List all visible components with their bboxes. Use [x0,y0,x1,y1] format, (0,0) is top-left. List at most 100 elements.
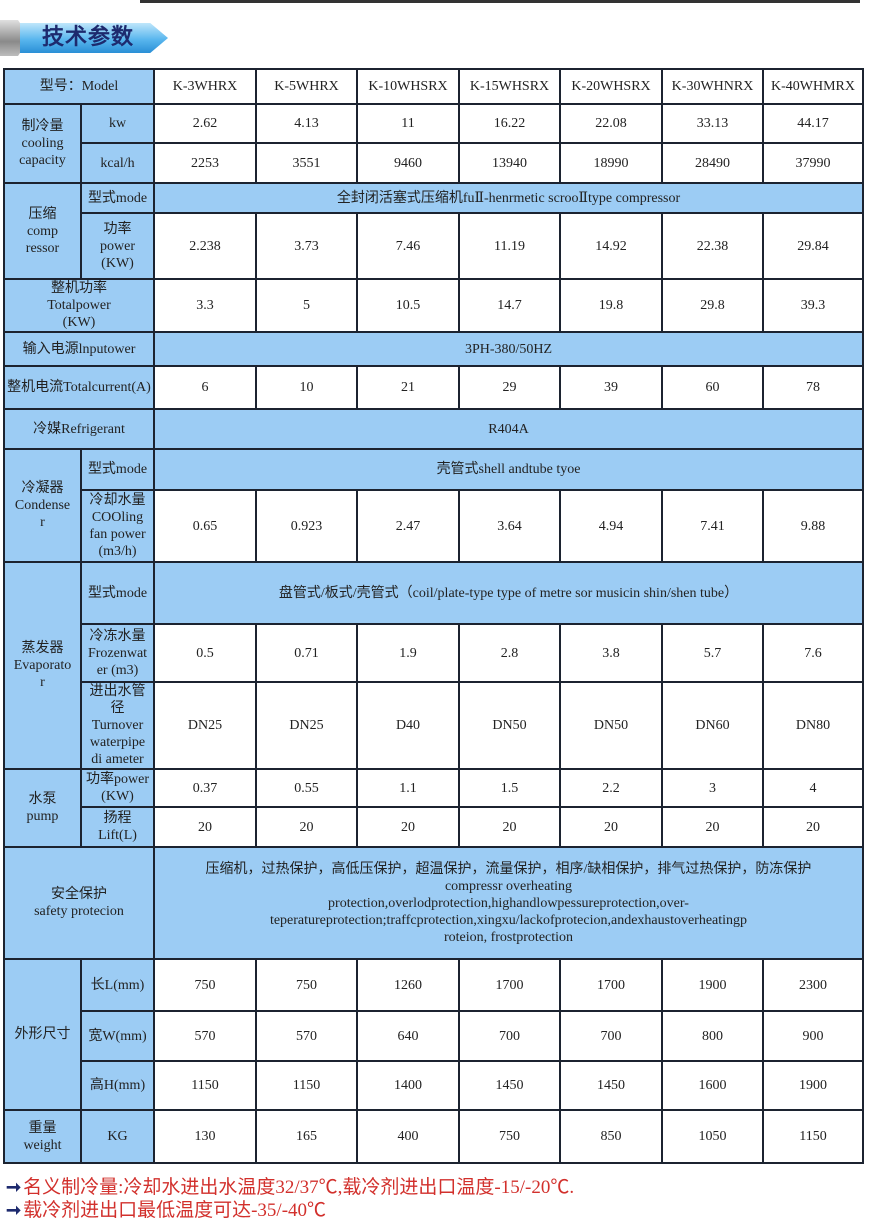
cell-value: 1900 [661,958,764,1012]
span-value: 3PH-380/50HZ [153,331,864,367]
cell-value: 5.7 [661,623,764,683]
row-group-label: 冷凝器 Condense r [3,448,82,563]
cell-value: 10.5 [356,278,460,333]
row-group-label: 外形尺寸 [3,958,82,1111]
cell-value: DN25 [255,681,358,770]
cell-value: 7.6 [762,623,864,683]
cell-value: 1.5 [458,768,561,808]
cell-value: 1400 [356,1060,460,1111]
cell-value: 28490 [661,142,764,184]
cell-value: 0.5 [153,623,257,683]
cell-value: 570 [153,1010,257,1062]
model-name: K-40WHMRX [762,68,864,105]
cell-value: 4 [762,768,864,808]
model-name: K-15WHSRX [458,68,561,105]
note-text: 载冷剂进出口最低温度可达-35/-40℃ [23,1200,327,1221]
cell-value: 1150 [762,1109,864,1164]
model-row: 型号：Model K-3WHRX K-5WHRX K-10WHSRX K-15WHSRX… [3,68,864,105]
cell-value: 850 [559,1109,663,1164]
cell-value: 7.46 [356,212,460,280]
table-row: kcal/h 2253 3551 9460 13940 18990 28490 37990 [4,142,864,184]
table-row: 冷却水量 COOling fan power (m3/h) 0.65 0.923 2.… [4,489,864,563]
row-group-label: 水泵 pump [3,768,82,848]
cell-value: 1260 [356,958,460,1012]
cell-value: 5 [255,278,358,333]
cell-value: 11.19 [458,212,561,280]
spec-table: 型号：Model K-3WHRX K-5WHRX K-10WHSRX K-15WHSRX… [3,68,864,1164]
cell-value: 130 [153,1109,257,1164]
row-group-label: 输入电源lnputower [3,331,155,367]
cell-value: 44.17 [762,103,864,144]
cell-value: 0.55 [255,768,358,808]
span-value: 全封闭活塞式压缩机fuⅡ-henrmetic scrooⅡtype compre… [153,182,864,214]
cell-value: 21 [356,365,460,410]
cell-value: 16.22 [458,103,561,144]
table-row: 安全保护 safety protecion 压缩机，过热保护，高低压保护，超温保护… [3,846,864,960]
table-row: 功率 power (KW) 2.238 3.73 7.46 11.19 14.92 22.3… [4,212,864,280]
row-group-label: 整机电流Totalcurrent(A) [3,365,155,410]
cell-value: 900 [762,1010,864,1062]
cell-value: 22.08 [559,103,663,144]
cell-value: 0.923 [255,489,358,563]
cell-value: 19.8 [559,278,663,333]
cell-value: 9460 [356,142,460,184]
cell-value: 14.7 [458,278,561,333]
cell-value: 3.64 [458,489,561,563]
table-row: 蒸发器 Evaporato r 型式mode 盘管式/板式/壳管式（coil/pla… [3,561,864,770]
cell-value: 7.41 [661,489,764,563]
row-sub-label: 扬程 Lift(L) [80,806,155,848]
cell-value: 2.62 [153,103,257,144]
table-row: 宽W(mm) 570 570 640 700 700 800 900 [4,1010,864,1062]
section-title: 技术参数 [42,25,135,50]
table-row: 整机功率 Totalpower (KW) 3.3 5 10.5 14.7 19.8 29.8… [3,278,864,333]
cell-value: 4.13 [255,103,358,144]
cell-value: 39 [559,365,663,410]
table-row: 输入电源lnputower 3PH-380/50HZ [3,331,864,367]
cell-value: 2.2 [559,768,663,808]
cell-value: 0.71 [255,623,358,683]
cell-value: 1050 [661,1109,764,1164]
cell-value: 20 [458,806,561,848]
cell-value: 1900 [762,1060,864,1111]
row-sub-label: 型式mode [80,561,155,625]
cell-value: 400 [356,1109,460,1164]
model-name: K-30WHNRX [661,68,764,105]
cell-value: 750 [255,958,358,1012]
cell-value: 1150 [153,1060,257,1111]
table-row: 冷媒Refrigerant R404A [3,408,864,450]
row-sub-label: 宽W(mm) [80,1010,155,1062]
cell-value: 22.38 [661,212,764,280]
row-sub-label: 冷却水量 COOling fan power (m3/h) [80,489,155,563]
model-name: K-5WHRX [255,68,358,105]
cell-value: 0.65 [153,489,257,563]
cell-value: 18990 [559,142,663,184]
table-row: 高H(mm) 1150 1150 1400 1450 1450 1600 1900 [4,1060,864,1111]
table-row: 重量 weight KG 130 165 400 750 850 1050 1150 [3,1109,864,1164]
row-group-label: 冷媒Refrigerant [3,408,155,450]
row-sub-label: 冷冻水量 Frozenwat er (m3) [80,623,155,683]
row-sub-label: 功率 power (KW) [80,212,155,280]
cell-value: 20 [559,806,663,848]
cell-value: 37990 [762,142,864,184]
cell-value: 750 [458,1109,561,1164]
cell-value: 1600 [661,1060,764,1111]
model-name: K-20WHSRX [559,68,663,105]
table-row: 制冷量 cooling capacity kw 2.62 4.13 11 16.22 22.… [3,103,864,184]
span-value: R404A [153,408,864,450]
cell-value: DN25 [153,681,257,770]
cell-value: 2.238 [153,212,257,280]
cell-value: 2300 [762,958,864,1012]
cell-value: 39.3 [762,278,864,333]
cell-value: D40 [356,681,460,770]
span-value: 压缩机，过热保护，高低压保护，超温保护，流量保护，相序/缺相保护，排气过热保护，… [153,846,864,960]
cell-value: 6 [153,365,257,410]
cell-value: 1450 [559,1060,663,1111]
cell-value: 570 [255,1010,358,1062]
cell-value: 29.8 [661,278,764,333]
model-name: K-10WHSRX [356,68,460,105]
row-sub-label: 高H(mm) [80,1060,155,1111]
row-sub-label: kcal/h [80,142,155,184]
cell-value: 1700 [458,958,561,1012]
cell-value: 1.9 [356,623,460,683]
row-sub-label: 功率power (KW) [80,768,155,808]
